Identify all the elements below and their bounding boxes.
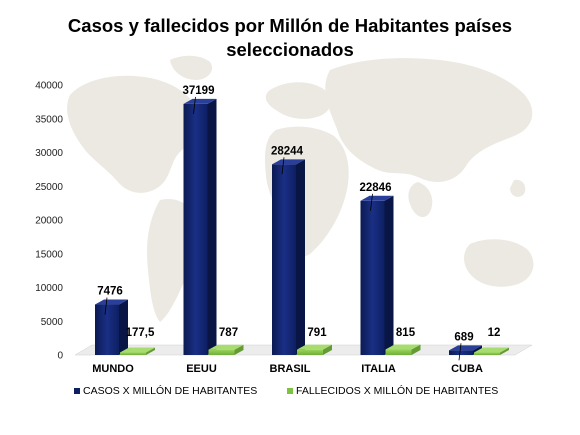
x-axis: MUNDO EEUU BRASIL ITALIA CUBA [92, 363, 483, 375]
y-tick-label: 30000 [35, 148, 63, 159]
data-label-casos: 689 [454, 331, 473, 343]
bar-fallecidos [208, 349, 235, 355]
y-tick-label: 10000 [35, 283, 63, 294]
bar-fallecidos-top [385, 344, 421, 350]
bar-casos [95, 304, 119, 355]
x-tick-label: MUNDO [92, 363, 134, 375]
bar-casos [183, 103, 208, 355]
bar-fallecidos-side [146, 347, 155, 355]
data-label-casos: 7476 [97, 286, 123, 298]
legend-swatch-fallecidos [287, 388, 293, 394]
bar-fallecidos [474, 352, 500, 355]
world-map-background [67, 55, 534, 322]
bar-fallecidos [297, 349, 323, 355]
y-tick-label: 20000 [35, 216, 63, 227]
legend: CASOS X MILLÓN DE HABITANTES FALLECIDOS … [74, 384, 498, 397]
chart-title-line-1: Casos y fallecidos por Millón de Habitan… [68, 15, 512, 36]
data-label-casos: 37199 [183, 85, 215, 97]
y-axis: 0 5000 10000 15000 20000 25000 30000 35000 40000 [35, 81, 63, 362]
label-leader-line [458, 343, 462, 361]
y-tick-label: 15000 [35, 249, 63, 260]
bar-casos-top [95, 299, 128, 305]
bar-fallecidos-side [500, 347, 509, 355]
legend-swatch-casos [74, 388, 80, 394]
data-label-fallecidos: 12 [488, 327, 501, 339]
label-leader-line [281, 157, 285, 175]
bar-fallecidos-side [411, 344, 421, 355]
bar-casos-side [207, 98, 217, 356]
bar-fallecidos-top [120, 347, 155, 353]
bar-casos [449, 350, 473, 355]
bar-casos-top [272, 159, 305, 165]
bar-casos-top [183, 98, 217, 104]
y-tick-label: 5000 [41, 317, 64, 328]
bar-fallecidos-top [297, 344, 332, 350]
bar-casos [360, 200, 385, 355]
data-label-fallecidos: 177,5 [126, 327, 155, 339]
y-tick-label: 40000 [35, 81, 63, 92]
data-label-fallecidos: 787 [219, 327, 238, 339]
bar-fallecidos [385, 349, 412, 355]
y-tick-label: 25000 [35, 182, 63, 193]
x-tick-label: ITALIA [361, 363, 396, 375]
bar-casos-side [119, 299, 128, 355]
label-leader-line [370, 193, 373, 211]
bar-fallecidos-side [323, 344, 332, 355]
legend-label-casos: CASOS X MILLÓN DE HABITANTES [83, 384, 257, 397]
bar-casos [272, 164, 296, 355]
x-tick-label: BRASIL [270, 363, 311, 375]
label-leader-line [104, 297, 108, 315]
data-label-casos: 28244 [271, 145, 304, 157]
bar-casos-side [384, 195, 394, 355]
data-label-fallecidos: 791 [307, 327, 327, 339]
label-leader-line [193, 96, 196, 114]
bar-casos-top [449, 345, 482, 351]
bar-casos-side [296, 159, 305, 355]
data-labels-group: 7476 177,5 37199 787 28244 791 22846 815 689 12 [97, 85, 501, 361]
x-tick-label: EEUU [186, 363, 217, 375]
bar-fallecidos-top [474, 347, 509, 353]
data-label-fallecidos: 815 [396, 327, 416, 339]
bar-fallecidos-top [208, 344, 244, 350]
bars-group [95, 98, 509, 356]
bar-casos-top [360, 195, 394, 201]
y-tick-label: 0 [57, 351, 63, 362]
bar-fallecidos [120, 352, 146, 355]
y-tick-label: 35000 [35, 114, 63, 125]
data-label-casos: 22846 [360, 182, 392, 194]
x-tick-label: CUBA [451, 363, 483, 375]
chart-title-line-2: seleccionados [226, 39, 354, 60]
bar-fallecidos-side [234, 344, 244, 355]
legend-label-fallecidos: FALLECIDOS X MILLÓN DE HABITANTES [296, 384, 498, 397]
